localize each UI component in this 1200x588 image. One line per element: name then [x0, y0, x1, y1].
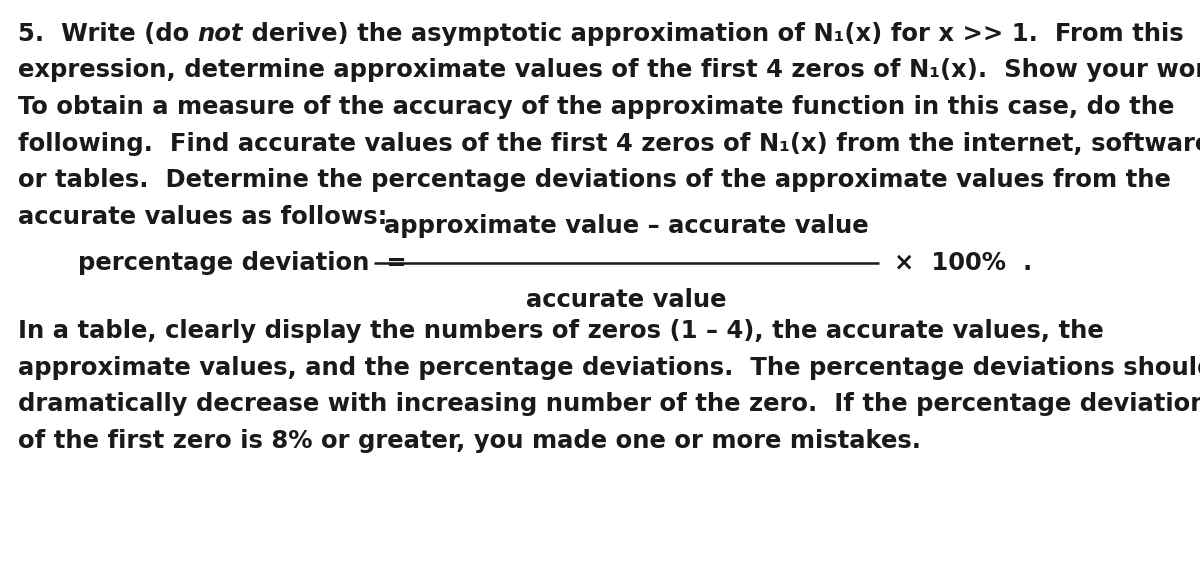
Text: derive) the asymptotic approximation of N₁(x) for x >> 1.  From this: derive) the asymptotic approximation of … — [244, 22, 1184, 46]
Text: or tables.  Determine the percentage deviations of the approximate values from t: or tables. Determine the percentage devi… — [18, 168, 1171, 192]
Text: approximate values, and the percentage deviations.  The percentage deviations sh: approximate values, and the percentage d… — [18, 356, 1200, 380]
Text: percentage deviation  =: percentage deviation = — [78, 251, 407, 275]
Text: In a table, clearly display the numbers of zeros (1 – 4), the accurate values, t: In a table, clearly display the numbers … — [18, 319, 1104, 343]
Text: To obtain a measure of the accuracy of the approximate function in this case, do: To obtain a measure of the accuracy of t… — [18, 95, 1175, 119]
Text: accurate value: accurate value — [527, 288, 727, 312]
Text: following.  Find accurate values of the first 4 zeros of N₁(x) from the internet: following. Find accurate values of the f… — [18, 132, 1200, 155]
Text: expression, determine approximate values of the first 4 zeros of N₁(x).  Show yo: expression, determine approximate values… — [18, 58, 1200, 82]
Text: not: not — [198, 22, 244, 46]
Text: dramatically decrease with increasing number of the zero.  If the percentage dev: dramatically decrease with increasing nu… — [18, 392, 1200, 416]
Text: of the first zero is 8% or greater, you made one or more mistakes.: of the first zero is 8% or greater, you … — [18, 429, 922, 453]
Text: accurate values as follows:: accurate values as follows: — [18, 205, 388, 229]
Text: approximate value – accurate value: approximate value – accurate value — [384, 214, 869, 238]
Text: 5.  Write (do: 5. Write (do — [18, 22, 198, 46]
Text: ×  100%  .: × 100% . — [894, 251, 1032, 275]
